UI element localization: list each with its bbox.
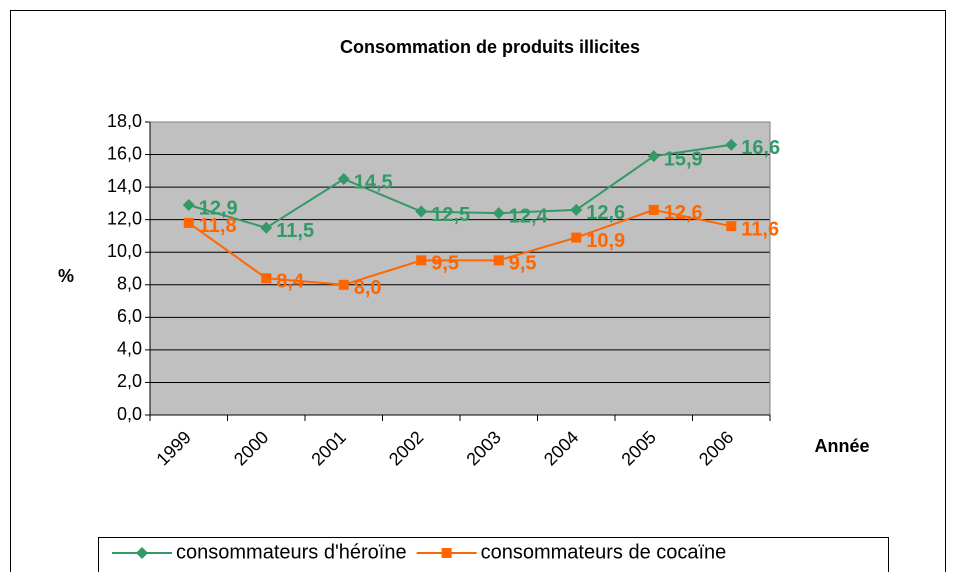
data-label: 10,9 — [586, 230, 625, 252]
data-point — [338, 279, 349, 290]
data-label: 12,9 — [199, 197, 238, 219]
data-point — [416, 255, 427, 266]
y-tick-label: 2,0 — [117, 371, 142, 391]
series-line — [188, 208, 732, 286]
y-tick-label: 16,0 — [107, 143, 142, 163]
data-point — [183, 217, 194, 228]
y-axis-label: % — [58, 266, 74, 286]
data-label: 15,9 — [664, 148, 703, 170]
y-tick-label: 8,0 — [117, 274, 142, 294]
legend-label: consommateurs d'héroïne — [176, 541, 407, 563]
data-label: 11,8 — [199, 215, 237, 237]
data-label: 12,4 — [509, 205, 549, 227]
data-point — [337, 172, 350, 185]
legend-marker — [441, 548, 452, 558]
data-point — [493, 255, 504, 266]
data-point — [570, 203, 583, 216]
data-point — [182, 199, 195, 212]
data-point — [571, 232, 582, 243]
legend — [98, 537, 889, 572]
data-label: 9,5 — [431, 253, 459, 275]
data-point — [647, 150, 660, 163]
y-tick-label: 4,0 — [117, 339, 142, 359]
y-tick-label: 0,0 — [117, 404, 142, 424]
y-tick-label: 12,0 — [107, 208, 142, 228]
data-point — [648, 204, 659, 215]
data-point — [725, 138, 738, 151]
data-point — [260, 221, 273, 234]
y-tick-label: 18,0 — [107, 111, 142, 131]
series-line — [188, 143, 732, 229]
x-axis-label: Année — [814, 436, 869, 456]
data-label: 11,6 — [741, 218, 779, 240]
legend-label: consommateurs de cocaïne — [481, 541, 727, 563]
data-label: 12,5 — [431, 204, 470, 226]
data-label: 11,5 — [276, 220, 314, 242]
data-label: 9,5 — [509, 253, 537, 275]
y-tick-label: 10,0 — [107, 241, 142, 261]
data-point — [492, 207, 505, 220]
data-label: 14,5 — [354, 171, 393, 193]
legend-marker — [136, 547, 148, 559]
y-tick-label: 6,0 — [117, 306, 142, 326]
data-label: 8,0 — [354, 277, 382, 299]
data-label: 16,6 — [741, 137, 780, 159]
data-point — [261, 273, 272, 284]
data-point — [726, 221, 737, 232]
data-label: 12,6 — [664, 202, 703, 224]
data-label: 12,6 — [586, 202, 625, 224]
data-point — [415, 205, 428, 218]
chart-title: Consommation de produits illicites — [340, 37, 640, 57]
data-label: 8,4 — [276, 271, 305, 293]
y-tick-label: 14,0 — [107, 176, 142, 196]
